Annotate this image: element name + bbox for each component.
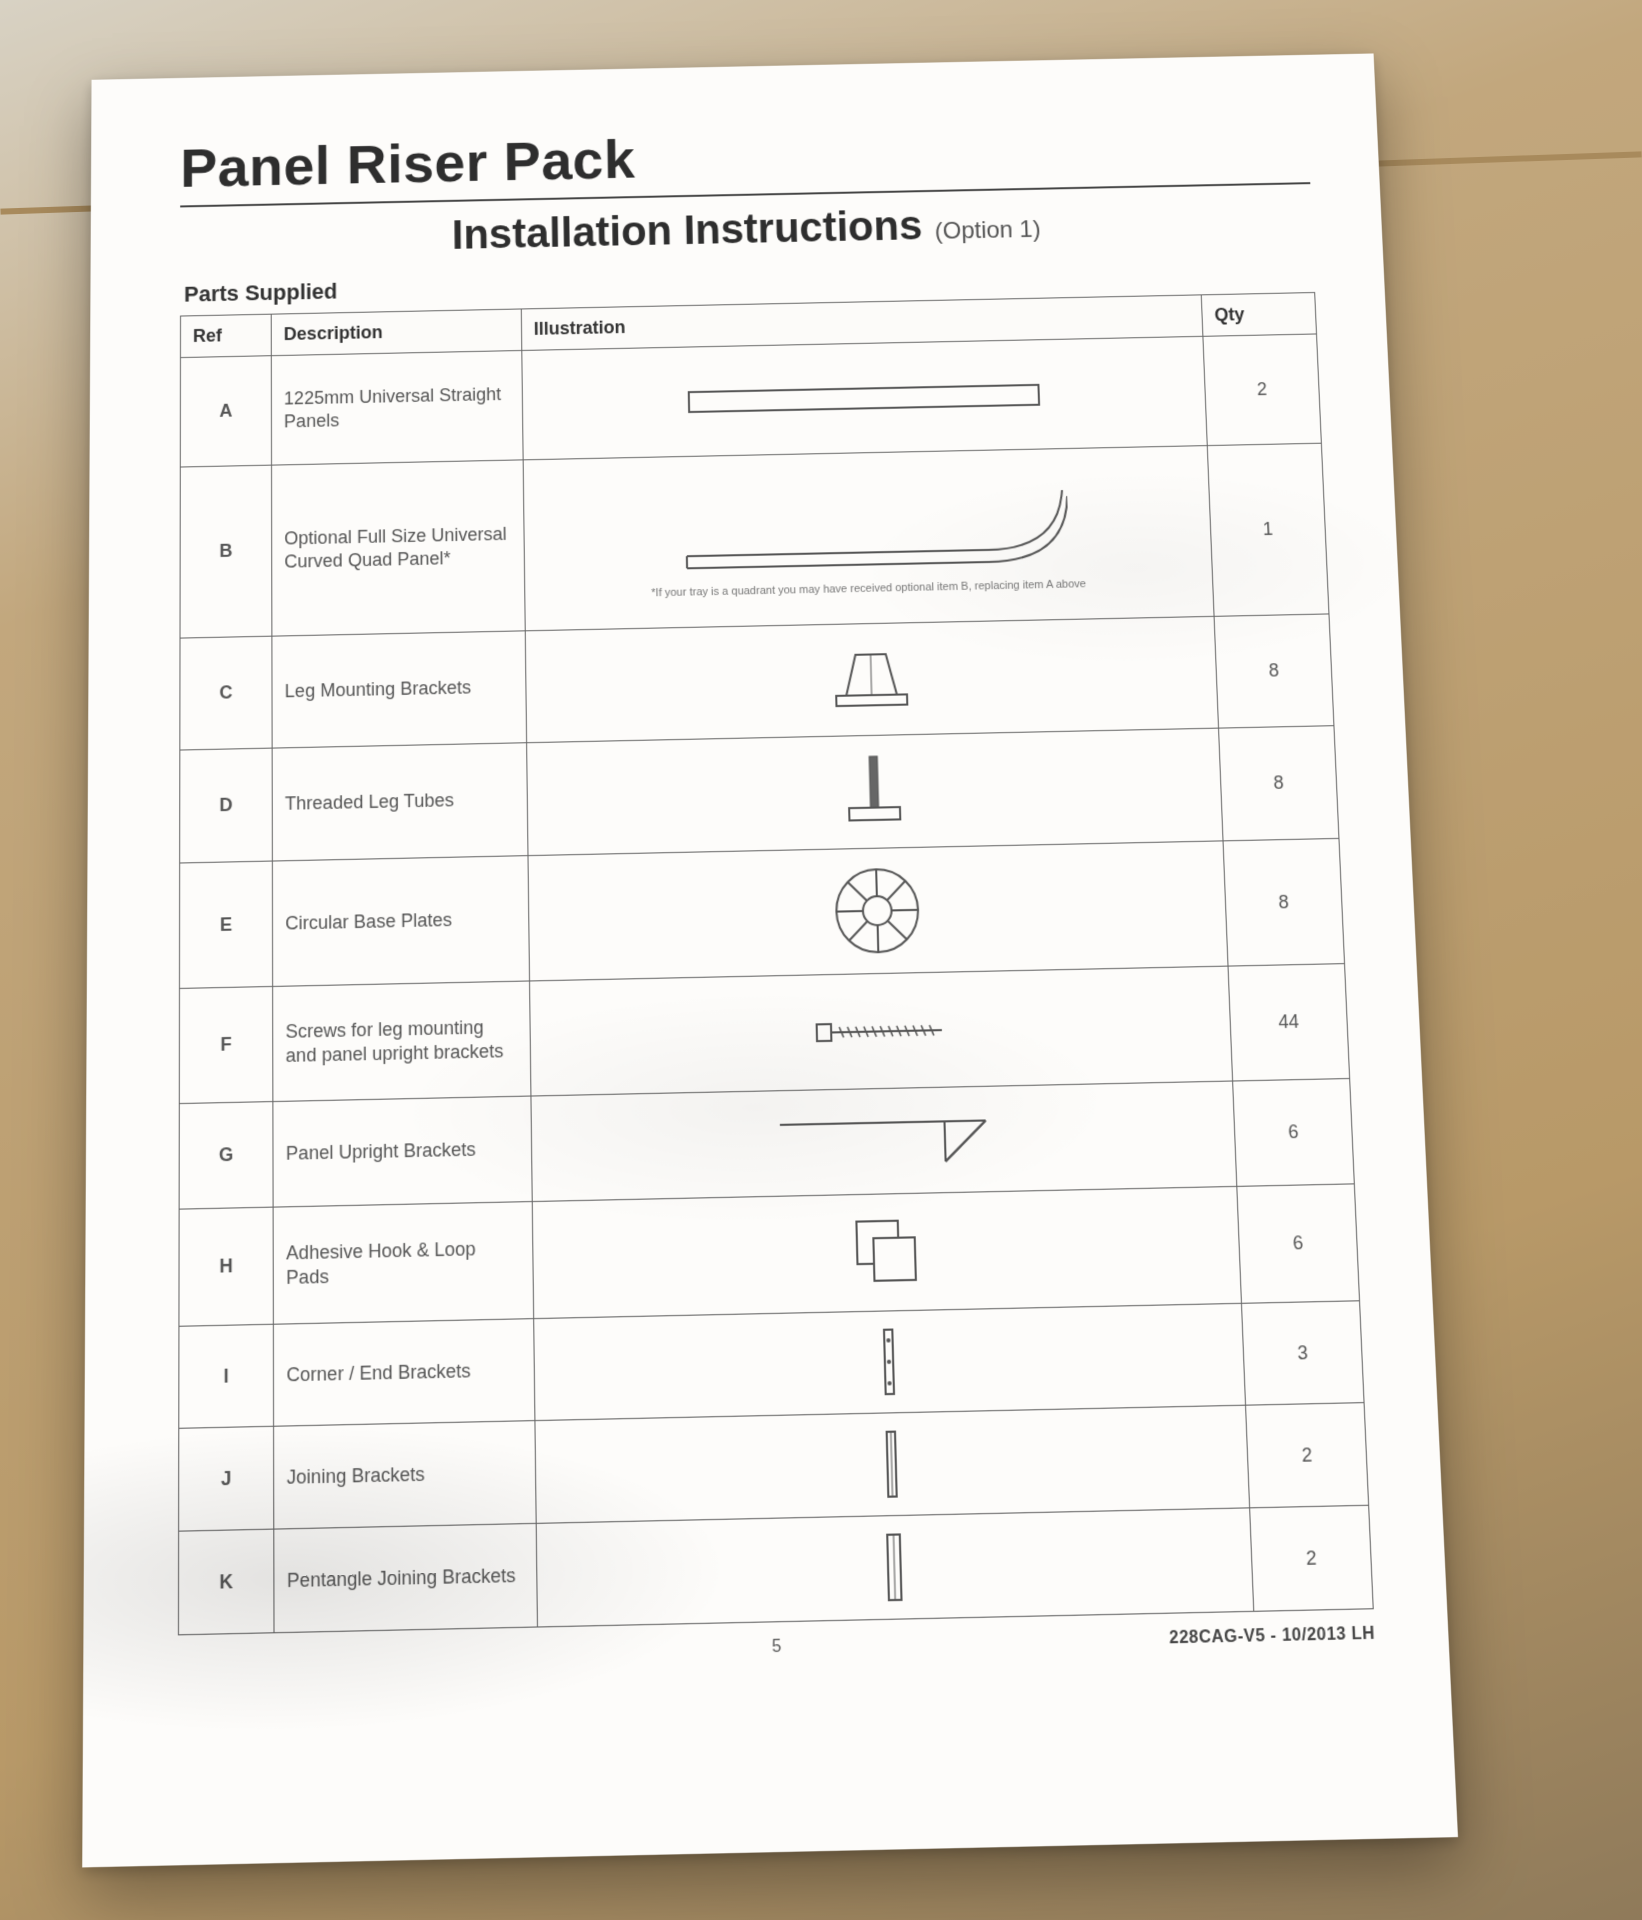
parts-table: Ref Description Illustration Qty A1225mm…: [178, 292, 1374, 1635]
cell-description: Threaded Leg Tubes: [272, 743, 527, 861]
cell-qty: 6: [1233, 1079, 1355, 1187]
cell-description: 1225mm Universal Straight Panels: [271, 350, 522, 465]
cell-qty: 8: [1223, 838, 1344, 966]
cell-description: Corner / End Brackets: [273, 1319, 534, 1427]
cell-illustration: [536, 1508, 1254, 1627]
cell-description: Screws for leg mounting and panel uprigh…: [273, 981, 531, 1102]
cell-qty: 8: [1219, 726, 1339, 841]
cell-qty: 2: [1203, 334, 1321, 446]
cell-illustration: [528, 841, 1228, 981]
table-row: ECircular Base Plates 8: [179, 838, 1344, 988]
cell-description: Pentangle Joining Brackets: [274, 1523, 537, 1632]
cell-ref: I: [179, 1324, 274, 1428]
cell-qty: 1: [1207, 443, 1329, 616]
cell-qty: 2: [1246, 1403, 1369, 1508]
col-ref: Ref: [180, 314, 271, 357]
col-qty: Qty: [1201, 293, 1316, 337]
cell-ref: J: [179, 1426, 274, 1531]
cell-description: Adhesive Hook & Loop Pads: [273, 1202, 533, 1325]
cell-ref: K: [178, 1529, 274, 1635]
photo-background: Panel Riser Pack Installation Instructio…: [0, 0, 1642, 1920]
cell-description: Leg Mounting Brackets: [272, 631, 526, 748]
cell-ref: D: [180, 748, 273, 863]
cell-qty: 6: [1237, 1184, 1360, 1303]
cell-illustration: [531, 1081, 1237, 1202]
subtitle: Installation Instructions: [452, 202, 923, 258]
cell-description: Optional Full Size Universal Curved Quad…: [272, 460, 525, 636]
table-row: BOptional Full Size Universal Curved Qua…: [180, 443, 1329, 638]
cell-illustration: [535, 1405, 1250, 1523]
cell-illustration: [525, 616, 1219, 742]
cell-description: Panel Upright Brackets: [273, 1096, 532, 1207]
cell-qty: 44: [1228, 964, 1350, 1081]
cell-ref: A: [180, 356, 271, 467]
cell-ref: G: [179, 1102, 273, 1210]
option-label: (Option 1): [934, 216, 1041, 245]
cell-ref: C: [180, 636, 272, 750]
cell-illustration: [521, 336, 1207, 460]
cell-qty: 3: [1242, 1301, 1364, 1405]
cell-illustration: [533, 1303, 1245, 1420]
col-desc: Description: [271, 309, 521, 356]
cell-ref: B: [180, 465, 272, 638]
subtitle-row: Installation Instructions (Option 1): [180, 194, 1313, 264]
cell-description: Circular Base Plates: [272, 856, 529, 987]
cell-ref: E: [179, 861, 272, 988]
cell-qty: 8: [1214, 614, 1334, 728]
cell-description: Joining Brackets: [274, 1421, 536, 1529]
cell-qty: 2: [1250, 1505, 1374, 1611]
cell-ref: F: [179, 986, 273, 1103]
cell-illustration: [532, 1186, 1242, 1318]
cell-ref: H: [179, 1207, 274, 1326]
cell-illustration: [526, 728, 1223, 856]
cell-illustration: [529, 966, 1232, 1096]
footnote: *If your tray is a quadrant you may have…: [537, 575, 1200, 601]
instruction-sheet: Panel Riser Pack Installation Instructio…: [82, 53, 1458, 1867]
cell-illustration: *If your tray is a quadrant you may have…: [523, 446, 1214, 631]
